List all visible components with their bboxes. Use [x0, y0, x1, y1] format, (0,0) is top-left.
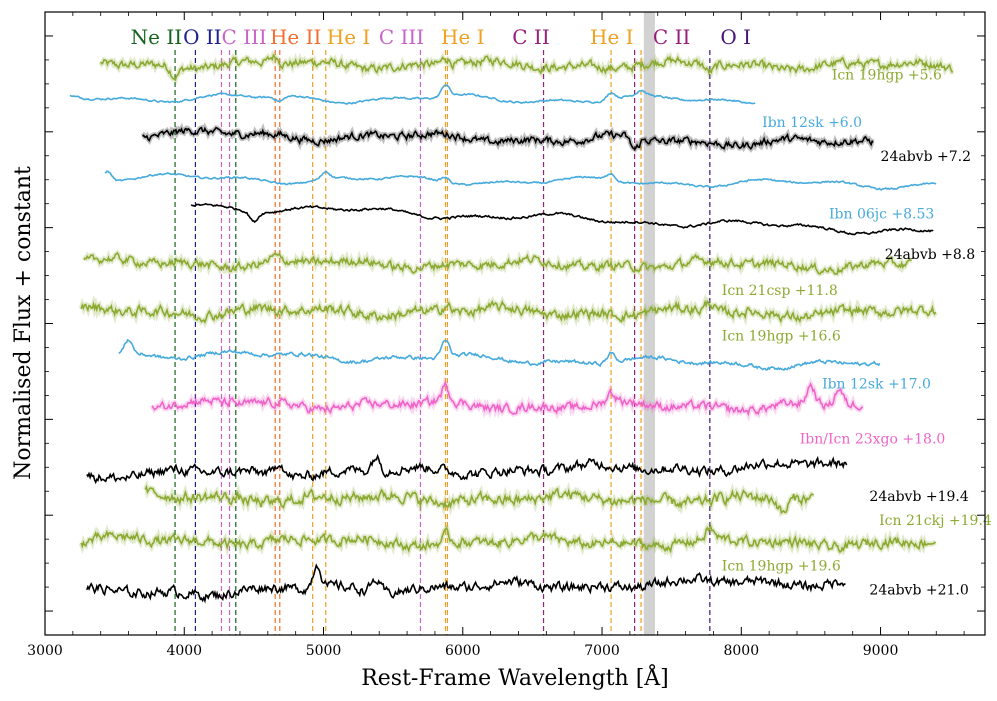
ion-label-6: C III: [379, 25, 424, 49]
series-line-1: [100, 53, 954, 82]
x-tick-label: 4000: [166, 643, 202, 659]
plot-frame: [44, 11, 986, 636]
ion-label-4: He II: [270, 25, 321, 49]
series-line-5: [190, 202, 934, 236]
x-tick-label: 6000: [445, 643, 481, 659]
series-line-11: [144, 484, 814, 515]
ion-label-8: C II: [512, 25, 549, 49]
series-line-2: [69, 84, 756, 105]
series-label-7: Icn 19hgp +16.6: [722, 328, 841, 344]
x-tick-label: 7000: [584, 643, 620, 659]
series-line-12: [80, 524, 937, 554]
series-line-3: [141, 126, 874, 151]
series-label-2: Ibn 12sk +6.0: [762, 115, 862, 131]
x-tick-label: 8000: [723, 643, 759, 659]
series-line-4: [104, 170, 937, 191]
series-line-10: [86, 453, 848, 485]
x-tick-label: 3000: [27, 643, 63, 659]
x-axis-title: Rest-Frame Wavelength [Å]: [361, 663, 669, 691]
ion-label-7: He I: [441, 25, 485, 49]
series-label-13: 24abvb +21.0: [869, 582, 968, 598]
series-label-8: Ibn 12sk +17.0: [822, 376, 931, 392]
ion-label-1: Ne II: [131, 25, 183, 49]
axes: 3000 4000 5000 6000 7000 8000 9000: [27, 12, 985, 659]
series-label-12: Icn 19hgp +19.6: [722, 559, 841, 575]
series-label-1: Icn 19hgp +5.6: [832, 67, 942, 83]
series-line-9: [151, 380, 864, 417]
y-axis-title: Normalised Flux + constant: [11, 166, 36, 480]
line-markers: [174, 50, 711, 635]
ion-label-2: O II: [183, 25, 222, 49]
series-line-7: [80, 299, 937, 324]
x-tick-label: 5000: [306, 643, 342, 659]
ion-label-3: C III: [221, 25, 266, 49]
telluric-band-layer: [643, 12, 655, 635]
series-label-9: Ibn/Icn 23xgo +18.0: [800, 432, 946, 448]
telluric-band: [643, 12, 655, 635]
series-label-3: 24abvb +7.2: [881, 149, 971, 165]
series-label-4: Ibn 06jc +8.53: [829, 206, 934, 222]
series-label-10: 24abvb +19.4: [869, 489, 968, 505]
ion-label-5: He I: [327, 25, 371, 49]
series-labels: Icn 19hgp +5.6 Ibn 12sk +6.0 24abvb +7.2 Ib…: [722, 67, 992, 598]
series-line-13: [86, 563, 846, 604]
spectra-series: [69, 50, 955, 604]
series-line-6: [83, 251, 912, 275]
series-label-6: Icn 21csp +11.8: [722, 283, 838, 299]
series-line-8: [118, 338, 881, 371]
ion-label-9: He I: [590, 25, 634, 49]
series-label-5: 24abvb +8.8: [885, 247, 975, 263]
ion-label-10: C II: [653, 25, 690, 49]
x-tick-label: 9000: [863, 643, 899, 659]
ion-label-11: O I: [720, 25, 751, 49]
series-label-11: Icn 21ckj +19.4: [879, 513, 992, 529]
